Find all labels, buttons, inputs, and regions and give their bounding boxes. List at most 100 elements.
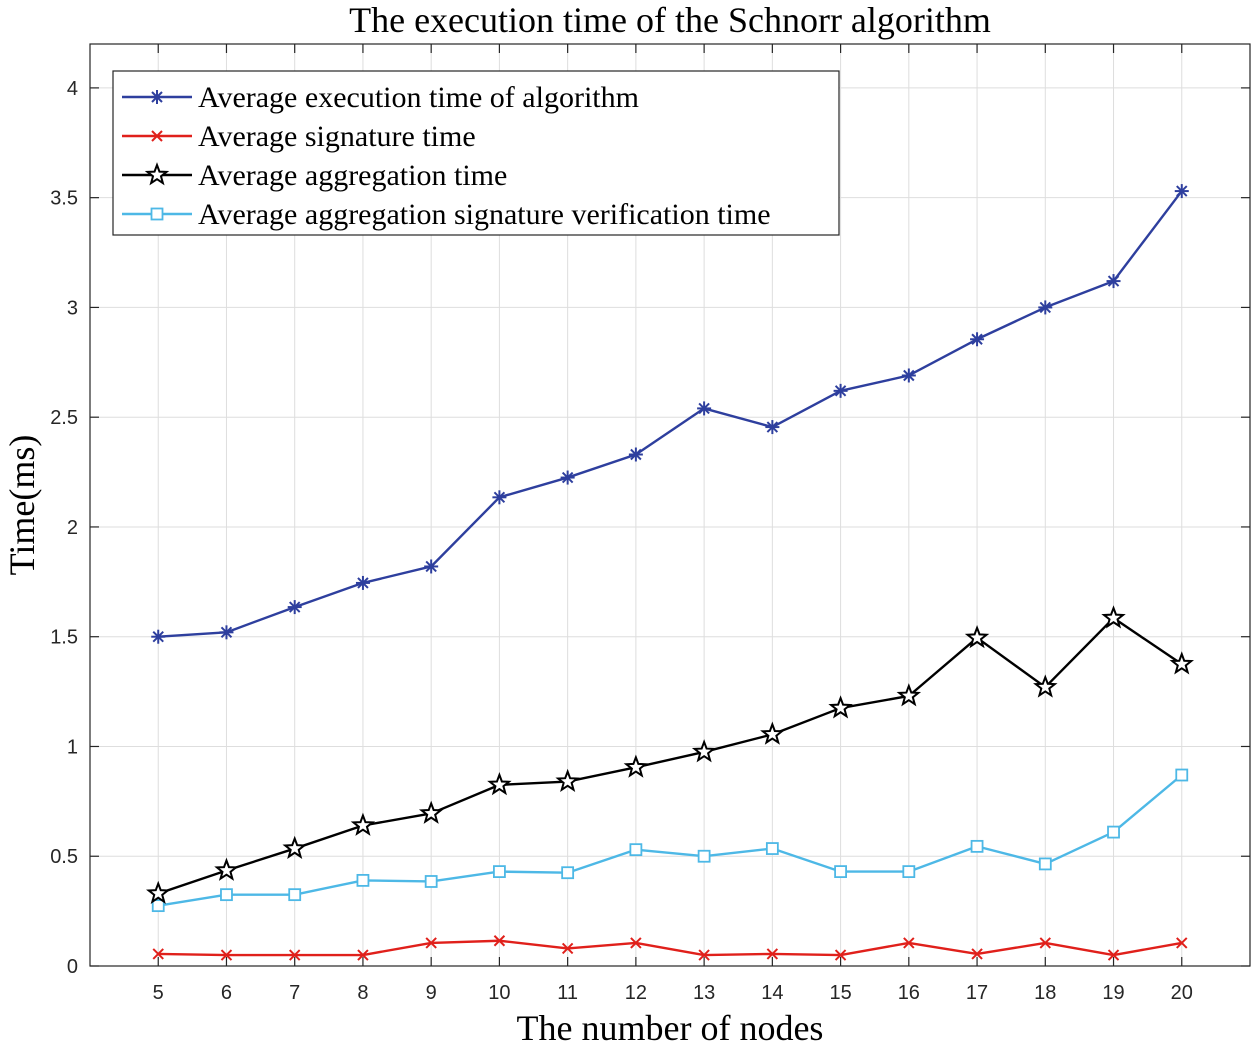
data-point <box>146 880 171 904</box>
x-tick-label: 6 <box>221 982 232 1004</box>
x-tick-label: 15 <box>829 982 851 1004</box>
x-tick-label: 14 <box>761 982 783 1004</box>
data-point <box>152 948 164 960</box>
data-point <box>220 949 233 961</box>
y-tick-label: 2 <box>67 517 78 539</box>
data-point <box>1106 274 1121 289</box>
legend-marker <box>150 90 164 104</box>
data-point <box>833 383 848 398</box>
data-point <box>1169 651 1194 675</box>
data-point <box>834 865 847 879</box>
data-point <box>561 942 574 955</box>
data-point <box>760 721 785 745</box>
y-tick-label: 4 <box>67 78 78 100</box>
data-point <box>355 575 370 590</box>
data-point <box>288 949 301 961</box>
x-axis-label: The number of nodes <box>517 1008 824 1047</box>
data-point <box>1107 949 1120 961</box>
series-1 <box>151 184 1189 644</box>
legend-box <box>112 70 840 236</box>
data-point <box>834 949 847 961</box>
data-point <box>151 899 165 913</box>
data-point <box>698 949 710 961</box>
data-point <box>623 754 649 778</box>
series-4 <box>151 768 1189 913</box>
data-point <box>424 559 439 574</box>
data-point <box>493 865 506 879</box>
data-point <box>219 625 234 640</box>
data-point <box>964 624 990 649</box>
data-point <box>555 768 580 793</box>
data-point <box>766 948 779 960</box>
data-point <box>425 937 437 949</box>
x-tick-label: 20 <box>1171 982 1193 1004</box>
legend: Average execution time of algorithm Avera… <box>112 70 840 236</box>
data-point <box>220 888 233 902</box>
legend-marker <box>151 130 163 142</box>
y-tick-label: 1.5 <box>50 627 78 649</box>
x-tick-label: 9 <box>426 982 437 1004</box>
legend-label: Average aggregation signature verificati… <box>198 198 771 231</box>
legend-marker <box>144 162 170 186</box>
data-point <box>288 888 302 902</box>
series-2 <box>152 935 1188 961</box>
data-point <box>151 629 166 644</box>
y-tick-label: 3 <box>67 297 78 319</box>
data-point <box>1038 857 1052 871</box>
data-point <box>561 866 575 880</box>
series-line <box>158 190 1183 638</box>
x-tick-label: 17 <box>966 982 988 1004</box>
data-point <box>487 772 512 796</box>
data-point <box>629 843 643 857</box>
x-axis-ticks: 5 6 7 8 9 10 11 12 13 14 15 16 17 18 19 20 <box>153 44 1193 1004</box>
data-point <box>350 812 376 836</box>
y-axis-label: Time(ms) <box>2 435 42 576</box>
y-tick-label: 1 <box>67 736 78 758</box>
data-point <box>902 865 916 879</box>
legend-item: Average execution time of algorithm <box>122 81 639 114</box>
data-point <box>1175 768 1189 782</box>
data-point <box>828 695 853 719</box>
data-point <box>970 839 984 853</box>
data-point <box>896 683 922 707</box>
x-tick-label: 5 <box>153 982 164 1004</box>
data-point <box>282 835 307 859</box>
data-point <box>424 875 438 888</box>
data-point <box>287 600 302 615</box>
legend-label: Average execution time of algorithm <box>198 81 639 114</box>
data-point <box>970 332 985 347</box>
legend-label: Average aggregation time <box>198 159 507 192</box>
series-line <box>157 616 1183 895</box>
data-point <box>418 800 444 824</box>
x-tick-label: 19 <box>1102 982 1124 1004</box>
data-point <box>1033 674 1058 698</box>
y-axis-ticks: 0 0.5 1 1.5 2 2.5 3 3.5 4 <box>50 78 1250 978</box>
data-point <box>1101 605 1126 629</box>
legend-item: Average aggregation signature verificati… <box>122 198 771 231</box>
x-tick-label: 16 <box>898 982 920 1004</box>
data-point <box>1176 937 1188 949</box>
legend-label: Average signature time <box>198 120 476 153</box>
x-tick-label: 7 <box>289 982 300 1004</box>
data-point <box>560 470 575 485</box>
data-point <box>765 842 779 855</box>
data-point <box>492 490 507 505</box>
data-point <box>697 401 712 416</box>
series-3 <box>146 605 1194 904</box>
legend-marker <box>150 207 164 221</box>
data-point <box>971 948 983 960</box>
data-point <box>1039 937 1052 949</box>
data-point <box>697 849 711 863</box>
data-point <box>357 949 369 961</box>
legend-item: Average aggregation time <box>122 159 507 192</box>
data-point <box>493 935 506 947</box>
y-tick-label: 0 <box>67 956 78 978</box>
x-tick-label: 18 <box>1034 982 1056 1004</box>
chart-title: The execution time of the Schnorr algori… <box>349 0 991 40</box>
y-tick-label: 2.5 <box>50 407 78 429</box>
series-line <box>158 774 1183 907</box>
x-tick-label: 8 <box>357 982 368 1004</box>
data-point <box>1038 300 1053 315</box>
data-point <box>765 420 780 435</box>
